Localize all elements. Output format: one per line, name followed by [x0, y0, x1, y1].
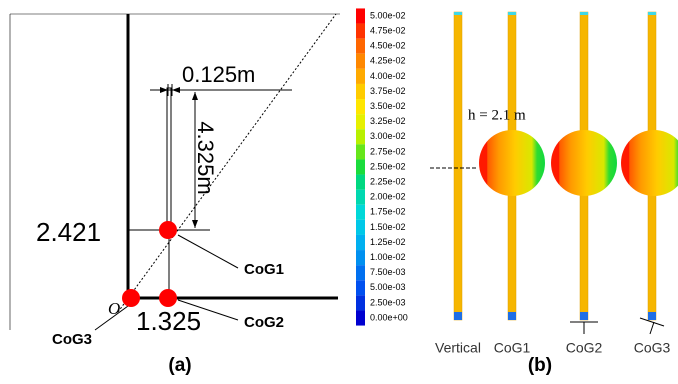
colorbar-label: 3.50e-02 [370, 101, 406, 111]
color-swatch [356, 129, 365, 144]
colorbar-label: 4.75e-02 [370, 25, 406, 35]
x-label: 1.325 [136, 306, 201, 336]
colorbar-label: 3.75e-02 [370, 86, 406, 96]
arrowheads [160, 87, 198, 228]
color-swatch [356, 295, 365, 310]
color-swatch [356, 99, 365, 114]
model-label: CoG3 [634, 340, 671, 356]
color-swatch [356, 190, 365, 205]
height-marker: h = 2.1 m [468, 107, 526, 123]
colorbar: 5.00e-02 4.75e-02 4.50e-02 4.25e-02 4.00e-02… [356, 8, 408, 325]
colorbar-label: 2.50e-03 [370, 297, 406, 307]
color-swatch [356, 114, 365, 129]
caption: (b) [528, 355, 552, 376]
point-label: CoG3 [52, 331, 92, 348]
color-swatch [356, 24, 365, 39]
model-label: CoG1 [494, 340, 531, 356]
colorbar-label: 4.00e-02 [370, 71, 406, 81]
colorbar-label: 4.25e-02 [370, 56, 406, 66]
color-swatch [356, 39, 365, 54]
panel-b [430, 12, 678, 334]
model-label: Vertical [435, 340, 481, 356]
colorbar-label: 2.75e-02 [370, 146, 406, 156]
point-label: CoG2 [244, 314, 284, 331]
color-swatch [356, 265, 365, 280]
color-swatch [356, 310, 365, 325]
colorbar-label: 5.00e-03 [370, 282, 406, 292]
panel-a [10, 14, 340, 330]
color-swatch [356, 54, 365, 69]
color-swatch [356, 220, 365, 235]
colorbar-label: 2.25e-02 [370, 176, 406, 186]
color-swatch [356, 69, 365, 84]
color-swatch [356, 175, 365, 190]
colorbar-label: 1.50e-02 [370, 222, 406, 232]
colorbar-label: 4.50e-02 [370, 41, 406, 51]
width-label: 0.125m [182, 62, 255, 87]
y-label: 2.421 [36, 217, 101, 247]
colorbar-label: 3.25e-02 [370, 116, 406, 126]
colorbar-label: 2.50e-02 [370, 161, 406, 171]
color-swatch [356, 205, 365, 220]
colorbar-label: 1.00e-02 [370, 252, 406, 262]
colorbar-label: 7.50e-03 [370, 267, 406, 277]
color-swatch [356, 280, 365, 295]
height-label: 4.325m [193, 121, 218, 194]
color-swatch [356, 235, 365, 250]
figure: 0.125m 4.325m 2.421 1.325 O CoG1 CoG2 Co… [0, 0, 678, 379]
colorbar-label: 1.25e-02 [370, 237, 406, 247]
colorbar-label: 5.00e-02 [370, 10, 406, 20]
origin-label: O [108, 299, 120, 318]
colorbar-label: 3.00e-02 [370, 131, 406, 141]
caption: (a) [168, 355, 191, 376]
point-label: CoG1 [244, 261, 284, 278]
model-labels: Vertical CoG1 CoG2 CoG3 [435, 340, 670, 356]
color-swatch [356, 8, 365, 23]
color-swatch [356, 84, 365, 99]
colorbar-label: 0.00e+00 [370, 312, 408, 322]
colorbar-label: 1.75e-02 [370, 207, 406, 217]
colorbar-label: 2.00e-02 [370, 192, 406, 202]
color-swatch [356, 159, 365, 174]
color-swatch [356, 250, 365, 265]
color-swatch [356, 144, 365, 159]
model-label: CoG2 [566, 340, 603, 356]
